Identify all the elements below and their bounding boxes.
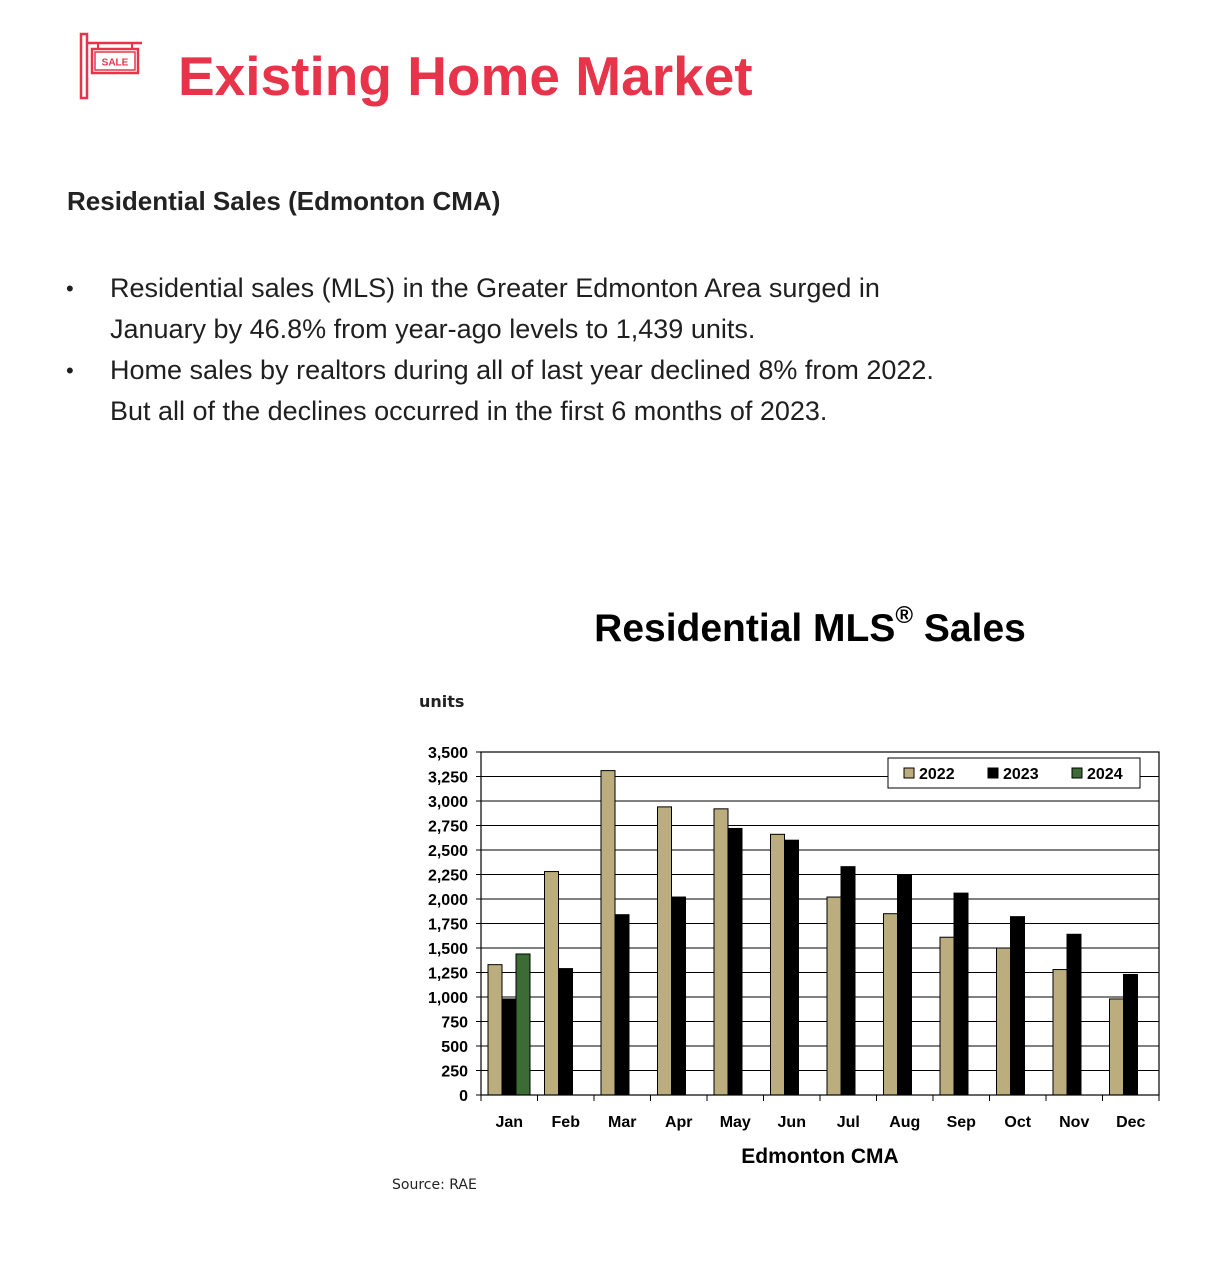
bar-2023 <box>784 839 799 1096</box>
bar-2022 <box>826 896 842 1096</box>
x-tick-label: Mar <box>608 1114 636 1131</box>
bar-2023 <box>614 914 630 1096</box>
x-tick-label: Jul <box>837 1114 860 1131</box>
y-tick-label: 3,500 <box>428 745 468 762</box>
bullet-symbol: • <box>66 358 74 383</box>
bullet-text-line: Home sales by realtors during all of las… <box>110 355 934 385</box>
legend-label: 2023 <box>1003 766 1039 783</box>
y-tick-label: 0 <box>459 1088 468 1105</box>
bar-2024 <box>515 953 531 1096</box>
y-tick-label: 500 <box>441 1039 468 1056</box>
bar-2022 <box>713 808 729 1096</box>
bar-2023 <box>671 896 686 1096</box>
bar-2022 <box>544 871 559 1096</box>
for-sale-sign-icon: SALE <box>79 32 142 100</box>
bar-2022 <box>939 936 955 1096</box>
bar-2023 <box>558 968 573 1096</box>
x-axis-title: Edmonton CMA <box>741 1145 898 1168</box>
x-tick-label: Jun <box>778 1114 806 1131</box>
bullet-item: • Home sales by realtors during all of l… <box>66 350 1026 432</box>
bullet-text-line: January by 46.8% from year-ago levels to… <box>110 314 756 344</box>
x-tick-label: Nov <box>1059 1114 1089 1131</box>
y-tick-label: 3,000 <box>428 794 468 811</box>
bar-2022 <box>883 913 898 1096</box>
y-tick-label: 1,250 <box>428 966 468 983</box>
bar-2023 <box>897 874 912 1096</box>
bar-2023 <box>840 866 856 1096</box>
section-heading: Residential Sales (Edmonton CMA) <box>67 186 501 216</box>
bar-2022 <box>657 806 672 1096</box>
legend-label: 2022 <box>919 766 955 783</box>
legend-label: 2024 <box>1087 766 1123 783</box>
y-tick-label: 1,500 <box>428 941 468 958</box>
x-tick-label: Dec <box>1116 1114 1145 1131</box>
y-axis-units-label: units <box>419 692 465 711</box>
legend-swatch <box>1071 767 1083 779</box>
bar-2022 <box>1052 969 1068 1096</box>
y-tick-label: 2,500 <box>428 843 468 860</box>
bar-2022 <box>1109 998 1124 1096</box>
plot-frame <box>480 751 1160 1096</box>
y-tick-label: 2,000 <box>428 892 468 909</box>
y-tick-label: 1,750 <box>428 917 468 934</box>
x-tick-label: May <box>720 1114 751 1131</box>
chart-title-suffix: Sales <box>913 607 1026 650</box>
bar-2023 <box>1123 973 1138 1096</box>
bar-2022 <box>996 947 1011 1096</box>
bar-2023 <box>727 827 743 1096</box>
y-tick-label: 750 <box>441 1015 468 1032</box>
bar-2022 <box>600 770 616 1096</box>
sale-sign-text: SALE <box>102 58 129 69</box>
bullet-text-line: But all of the declines occurred in the … <box>110 396 828 426</box>
bar-2023 <box>1066 933 1082 1096</box>
bar-2022 <box>487 964 503 1096</box>
y-tick-label: 2,250 <box>428 868 468 885</box>
page-title: Existing Home Market <box>178 45 753 107</box>
x-tick-label: Oct <box>1004 1114 1031 1131</box>
source-note: Source: RAE <box>392 1177 477 1193</box>
x-tick-label: Jan <box>495 1114 523 1131</box>
bar-2023 <box>1010 916 1025 1096</box>
legend-box <box>887 757 1141 789</box>
x-tick-label: Aug <box>889 1114 920 1131</box>
bullet-item: • Residential sales (MLS) in the Greater… <box>66 268 1026 350</box>
x-tick-label: Apr <box>665 1114 693 1131</box>
bullet-text-line: Residential sales (MLS) in the Greater E… <box>110 273 880 303</box>
legend-swatch <box>903 767 915 779</box>
legend-swatch <box>987 767 999 779</box>
chart-title-text: Residential MLS <box>594 607 896 650</box>
x-tick-label: Feb <box>552 1114 581 1131</box>
chart-title: Residential MLS® Sales <box>520 602 1100 651</box>
bullet-symbol: • <box>66 276 74 301</box>
bar-2022 <box>770 833 785 1096</box>
y-tick-label: 250 <box>441 1064 468 1081</box>
y-tick-label: 1,000 <box>428 990 468 1007</box>
x-tick-label: Sep <box>947 1114 977 1131</box>
bar-2023 <box>953 892 969 1096</box>
y-tick-label: 2,750 <box>428 819 468 836</box>
bar-2023 <box>501 998 517 1096</box>
registered-mark: ® <box>895 602 914 629</box>
bullet-list: • Residential sales (MLS) in the Greater… <box>66 268 1026 432</box>
y-tick-label: 3,250 <box>428 770 468 787</box>
